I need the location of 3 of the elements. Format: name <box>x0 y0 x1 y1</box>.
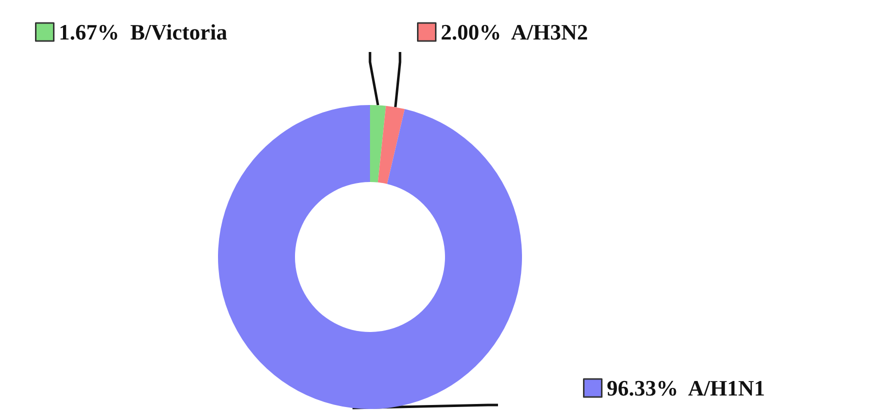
legend-label: 96.33% A/H1N1 <box>606 376 766 400</box>
legend-label: 2.00% A/H3N2 <box>440 20 588 44</box>
legend-label: 1.67% B/Victoria <box>58 20 228 44</box>
